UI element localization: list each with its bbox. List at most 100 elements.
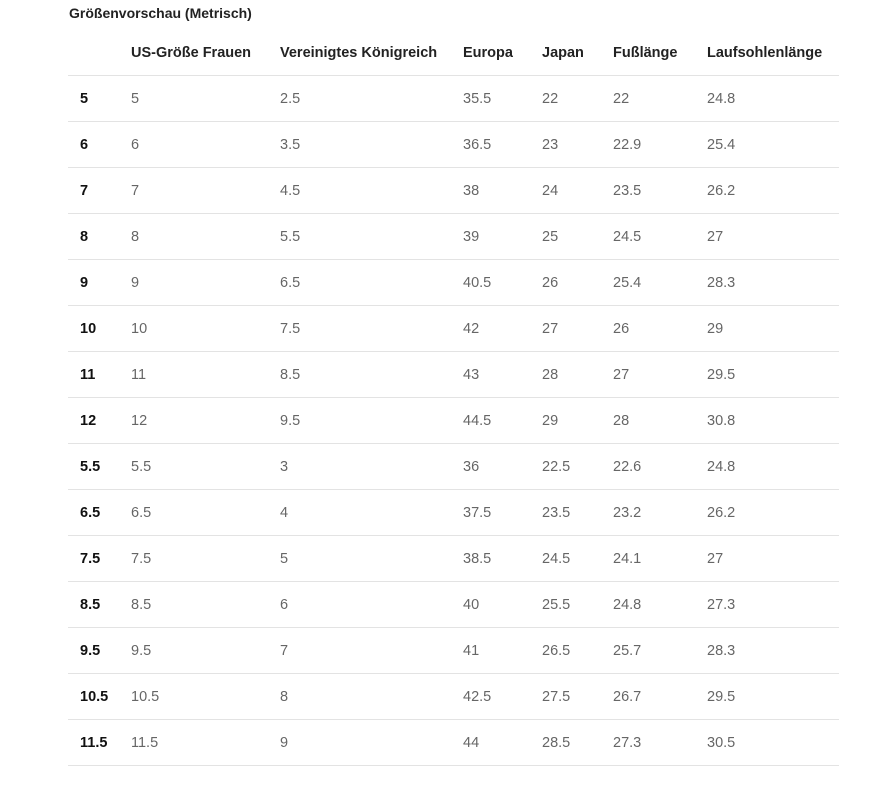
- row-size-label: 6.5: [68, 489, 131, 536]
- table-cell: 24.8: [707, 443, 839, 490]
- table-cell: 24.8: [613, 581, 707, 628]
- table-cell: 23: [542, 121, 613, 168]
- table-cell: 10: [131, 305, 280, 352]
- table-cell: 30.8: [707, 397, 839, 444]
- table-cell: 12: [131, 397, 280, 444]
- table-cell: 28.5: [542, 719, 613, 766]
- table-cell: 6.5: [280, 259, 463, 306]
- table-cell: 35.5: [463, 75, 542, 122]
- table-row: 5.5 5.5 3 36 22.5 22.6 24.8: [68, 443, 839, 490]
- table-cell: 5.5: [131, 443, 280, 490]
- table-cell: 25.5: [542, 581, 613, 628]
- table-cell: 25.4: [613, 259, 707, 306]
- table-row: 10 10 7.5 42 27 26 29: [68, 305, 839, 352]
- table-cell: 38.5: [463, 535, 542, 582]
- table-cell: 38: [463, 167, 542, 214]
- table-cell: 5.5: [280, 213, 463, 260]
- table-cell: 27.3: [707, 581, 839, 628]
- table-cell: 10.5: [131, 673, 280, 720]
- table-cell: 30.5: [707, 719, 839, 766]
- table-row: 9.5 9.5 7 41 26.5 25.7 28.3: [68, 627, 839, 674]
- table-cell: 27: [613, 351, 707, 398]
- table-row: 5 5 2.5 35.5 22 22 24.8: [68, 75, 839, 122]
- table-cell: 5: [131, 75, 280, 122]
- table-cell: 27.3: [613, 719, 707, 766]
- table-cell: 8.5: [280, 351, 463, 398]
- table-cell: 24.5: [542, 535, 613, 582]
- table-row: 9 9 6.5 40.5 26 25.4 28.3: [68, 259, 839, 306]
- table-cell: 26.2: [707, 167, 839, 214]
- table-cell: 26.7: [613, 673, 707, 720]
- table-cell: 27: [707, 535, 839, 582]
- column-header: Fußlänge: [613, 30, 707, 76]
- row-size-label: 12: [68, 397, 131, 444]
- row-size-label: 10.5: [68, 673, 131, 720]
- table-cell: 8: [131, 213, 280, 260]
- column-header: Laufsohlenlänge: [707, 30, 839, 76]
- table-cell: 42: [463, 305, 542, 352]
- page-title: Größenvorschau (Metrisch): [69, 5, 252, 21]
- row-size-label: 8.5: [68, 581, 131, 628]
- table-cell: 9.5: [131, 627, 280, 674]
- table-cell: 26.5: [542, 627, 613, 674]
- table-cell: 2.5: [280, 75, 463, 122]
- table-cell: 29: [542, 397, 613, 444]
- column-header: Vereinigtes Königreich: [280, 30, 463, 76]
- table-cell: 5: [280, 535, 463, 582]
- table-cell: 44: [463, 719, 542, 766]
- row-size-label: 5: [68, 75, 131, 122]
- table-cell: 41: [463, 627, 542, 674]
- table-cell: 26: [613, 305, 707, 352]
- row-size-label: 11.5: [68, 719, 131, 766]
- table-cell: 7.5: [131, 535, 280, 582]
- table-cell: 22.5: [542, 443, 613, 490]
- table-cell: 9: [131, 259, 280, 306]
- table-cell: 9: [280, 719, 463, 766]
- table-row: 10.5 10.5 8 42.5 27.5 26.7 29.5: [68, 673, 839, 720]
- row-size-label: 8: [68, 213, 131, 260]
- table-cell: 27: [707, 213, 839, 260]
- table-cell: 28.3: [707, 259, 839, 306]
- table-cell: 29.5: [707, 351, 839, 398]
- table-cell: 40: [463, 581, 542, 628]
- table-cell: 28: [542, 351, 613, 398]
- row-size-label: 7: [68, 167, 131, 214]
- table-cell: 24.5: [613, 213, 707, 260]
- table-cell: 40.5: [463, 259, 542, 306]
- table-row: 6.5 6.5 4 37.5 23.5 23.2 26.2: [68, 489, 839, 536]
- table-cell: 22.6: [613, 443, 707, 490]
- table-row: 11.5 11.5 9 44 28.5 27.3 30.5: [68, 719, 839, 766]
- table-cell: 29: [707, 305, 839, 352]
- table-cell: 8.5: [131, 581, 280, 628]
- table-cell: 42.5: [463, 673, 542, 720]
- row-size-label: 6: [68, 121, 131, 168]
- table-cell: 28: [613, 397, 707, 444]
- column-header: Japan: [542, 30, 613, 76]
- table-cell: 24.8: [707, 75, 839, 122]
- table-header-row: US-Größe Frauen Vereinigtes Königreich Eur…: [68, 30, 839, 76]
- column-header: Europa: [463, 30, 542, 76]
- row-size-label: 11: [68, 351, 131, 398]
- row-size-label: 5.5: [68, 443, 131, 490]
- table-cell: 8: [280, 673, 463, 720]
- column-header: US-Größe Frauen: [131, 30, 280, 76]
- row-size-label: 10: [68, 305, 131, 352]
- table-cell: 37.5: [463, 489, 542, 536]
- column-header: [68, 30, 131, 76]
- row-size-label: 7.5: [68, 535, 131, 582]
- table-cell: 6.5: [131, 489, 280, 536]
- table-cell: 23.2: [613, 489, 707, 536]
- table-cell: 28.3: [707, 627, 839, 674]
- table-row: 7.5 7.5 5 38.5 24.5 24.1 27: [68, 535, 839, 582]
- table-cell: 24: [542, 167, 613, 214]
- table-cell: 23.5: [613, 167, 707, 214]
- table-row: 8 8 5.5 39 25 24.5 27: [68, 213, 839, 260]
- table-cell: 25.4: [707, 121, 839, 168]
- table-cell: 22: [542, 75, 613, 122]
- table-cell: 7: [280, 627, 463, 674]
- table-cell: 3: [280, 443, 463, 490]
- table-cell: 4: [280, 489, 463, 536]
- table-cell: 24.1: [613, 535, 707, 582]
- row-size-label: 9.5: [68, 627, 131, 674]
- table-cell: 3.5: [280, 121, 463, 168]
